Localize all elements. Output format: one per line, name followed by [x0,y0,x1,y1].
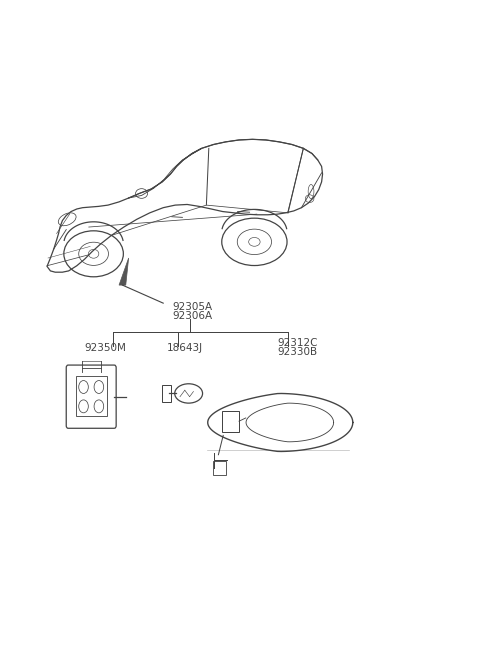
Bar [76,376,107,416]
Polygon shape [119,258,129,285]
Bar [162,385,171,402]
Text: 92305A: 92305A [173,302,213,312]
Text: 92330B: 92330B [277,347,318,357]
Text: 92312C: 92312C [277,338,318,348]
Text: 92350M: 92350M [84,342,126,353]
Bar [222,411,239,432]
Bar [213,461,226,475]
Text: 92306A: 92306A [173,311,213,321]
Text: 18643J: 18643J [167,342,203,353]
